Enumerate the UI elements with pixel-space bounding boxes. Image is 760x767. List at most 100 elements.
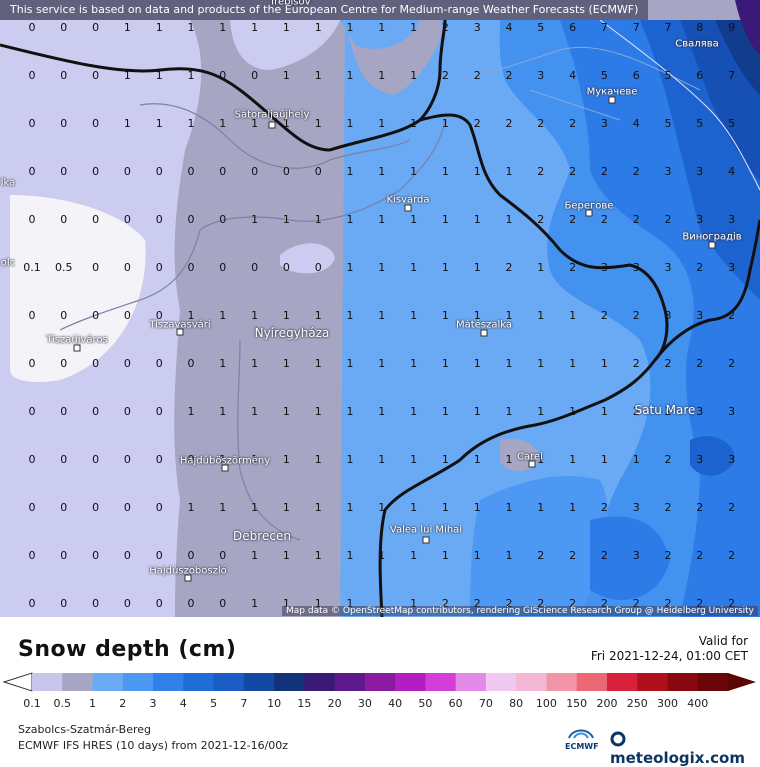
grid-value: 0 — [29, 165, 36, 178]
grid-value: 1 — [442, 213, 449, 226]
legend-swatch — [32, 673, 63, 691]
legend-tick-label: 20 — [327, 697, 342, 710]
grid-value: 1 — [378, 261, 385, 274]
grid-value: 1 — [251, 405, 258, 418]
grid-value: 1 — [378, 453, 385, 466]
grid-value: 1 — [315, 357, 322, 370]
grid-value: 1 — [410, 69, 417, 82]
legend-tick-label: 150 — [566, 697, 588, 710]
grid-value: 2 — [537, 165, 544, 178]
legend-tick-label: 15 — [297, 697, 312, 710]
grid-value: 0 — [219, 549, 226, 562]
grid-value: 0 — [156, 165, 163, 178]
city-label: Satu Mare — [634, 403, 696, 417]
grid-value: 1 — [188, 405, 195, 418]
field-10cm — [735, 0, 760, 55]
snow-depth-map[interactable]: 0 0 0 1 1 1 1 1 1 1 1 1 1 2 3 4 5 6 7 7 7 8 9 0 0 0 1 1 1 0 0 1 1 1 1 1 2 2 2 3… — [0, 0, 760, 617]
grid-value: 9 — [728, 21, 735, 34]
legend-tick-label: 70 — [478, 697, 493, 710]
meteologix-logo-icon — [610, 731, 626, 747]
grid-value: 2 — [728, 357, 735, 370]
grid-value: 2 — [537, 213, 544, 226]
grid-value: 0 — [283, 165, 290, 178]
grid-value: 1 — [442, 357, 449, 370]
grid-value: 2 — [442, 597, 449, 610]
grid-value: 0 — [92, 405, 99, 418]
grid-value: 2 — [569, 213, 576, 226]
legend-swatch — [92, 673, 124, 691]
grid-value: 1 — [315, 69, 322, 82]
grid-value: 0 — [92, 357, 99, 370]
city-marker-icon — [221, 464, 229, 472]
grid-value: 1 — [410, 453, 417, 466]
grid-value: 0 — [92, 549, 99, 562]
grid-value: 3 — [728, 453, 735, 466]
city-marker-icon — [585, 209, 593, 217]
grid-value: 1 — [283, 549, 290, 562]
valid-time: Fri 2021-12-24, 01:00 CET — [590, 649, 748, 663]
grid-value: 1 — [378, 597, 385, 610]
grid-value: 0 — [124, 405, 131, 418]
grid-value: 0 — [188, 213, 195, 226]
city-label: Mátészalka — [456, 319, 512, 331]
meteologix-logo[interactable]: meteologix.com — [610, 731, 760, 767]
grid-value: 0 — [29, 405, 36, 418]
grid-value: 0 — [29, 21, 36, 34]
grid-value: 2 — [474, 597, 481, 610]
grid-value: 1 — [410, 213, 417, 226]
grid-value: 1 — [537, 501, 544, 514]
grid-value: 2 — [601, 597, 608, 610]
grid-value: 1 — [283, 21, 290, 34]
grid-value: 2 — [633, 309, 640, 322]
city-marker-icon — [176, 328, 184, 336]
grid-value: 0 — [156, 597, 163, 610]
grid-value: 1 — [283, 405, 290, 418]
grid-value: 2 — [474, 69, 481, 82]
legend-tick-label: 50 — [418, 697, 433, 710]
legend-tick-label: 4 — [179, 697, 187, 710]
field-3cm-sw — [590, 516, 670, 600]
grid-value: 3 — [728, 261, 735, 274]
valid-label: Valid for — [698, 634, 748, 648]
legend-tick-label: 400 — [687, 697, 709, 710]
map-canvas: 0 0 0 1 1 1 1 1 1 1 1 1 1 2 3 4 5 6 7 7 7 8 9 0 0 0 1 1 1 0 0 1 1 1 1 1 2 2 2 3… — [0, 0, 760, 617]
grid-value: 2 — [665, 405, 672, 418]
grid-value: 0 — [29, 501, 36, 514]
grid-value: 0 — [29, 309, 36, 322]
legend-tick-label: 1 — [89, 697, 97, 710]
grid-value: 1 — [442, 117, 449, 130]
city-marker-icon — [73, 344, 81, 352]
grid-value: 3 — [537, 69, 544, 82]
grid-value: 1 — [537, 405, 544, 418]
grid-value: 1 — [347, 597, 354, 610]
map-attribution[interactable]: Map data © OpenStreetMap contributors, r… — [282, 606, 758, 616]
grid-value: 2 — [633, 405, 640, 418]
grid-value: 1 — [283, 117, 290, 130]
grid-value: 1 — [156, 21, 163, 34]
legend-tick-label: 10 — [267, 697, 282, 710]
grid-value: 0 — [29, 357, 36, 370]
grid-value: 2 — [569, 549, 576, 562]
grid-value: 2 — [537, 549, 544, 562]
grid-value: 2 — [665, 213, 672, 226]
grid-value: 1 — [347, 501, 354, 514]
grid-value: 2 — [537, 597, 544, 610]
grid-value: 1 — [506, 357, 513, 370]
country-border-ua — [419, 113, 669, 362]
legend-swatch — [425, 673, 457, 691]
grid-value: 5 — [728, 117, 735, 130]
grid-value: 0 — [124, 213, 131, 226]
field-4cm-blob — [690, 436, 735, 476]
grid-value: 1 — [283, 597, 290, 610]
legend-swatch — [183, 673, 215, 691]
grid-value: 2 — [506, 597, 513, 610]
grid-value: 1 — [156, 69, 163, 82]
grid-value: 3 — [696, 213, 703, 226]
grid-value: 3 — [633, 501, 640, 514]
field-1cm-north — [340, 20, 420, 49]
grid-value: 7 — [665, 21, 672, 34]
grid-value: 1 — [251, 501, 258, 514]
grid-value: 2 — [601, 165, 608, 178]
grid-value: 0 — [156, 549, 163, 562]
grid-value: 0 — [92, 213, 99, 226]
